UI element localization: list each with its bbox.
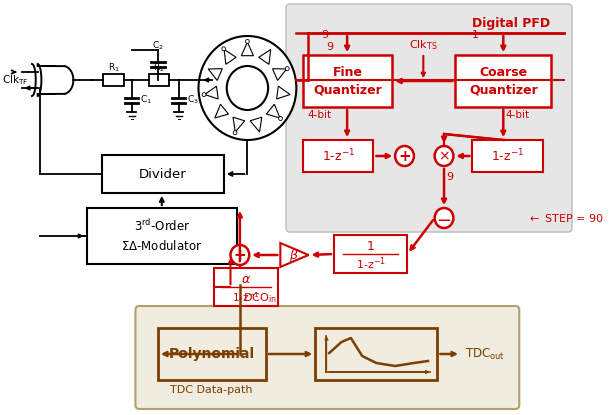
Circle shape (278, 117, 282, 120)
Text: 9: 9 (446, 172, 453, 182)
Circle shape (285, 67, 289, 71)
Polygon shape (266, 104, 280, 118)
FancyBboxPatch shape (286, 4, 572, 232)
Circle shape (222, 47, 226, 51)
Circle shape (202, 93, 206, 97)
Text: $-$: $-$ (436, 210, 452, 228)
Text: 1-z$^{-1}$: 1-z$^{-1}$ (321, 148, 355, 164)
Text: Fine: Fine (332, 66, 362, 80)
Polygon shape (250, 117, 262, 132)
Circle shape (198, 36, 296, 140)
Text: Quantizer: Quantizer (469, 83, 538, 97)
Text: 4-bit: 4-bit (505, 110, 529, 120)
FancyBboxPatch shape (135, 306, 520, 409)
Text: $\beta$: $\beta$ (289, 247, 298, 264)
Text: $\leftarrow$ STEP = 90: $\leftarrow$ STEP = 90 (527, 212, 603, 224)
Circle shape (435, 208, 453, 228)
Polygon shape (208, 69, 222, 81)
Circle shape (233, 131, 237, 135)
Circle shape (245, 39, 249, 44)
Text: DCO$_{\mathsf{in}}$: DCO$_{\mathsf{in}}$ (243, 291, 277, 305)
Text: 1: 1 (367, 239, 375, 252)
Polygon shape (241, 42, 253, 56)
Bar (455, 55, 551, 107)
Polygon shape (272, 69, 286, 81)
Polygon shape (277, 86, 290, 99)
Text: R$_1$: R$_1$ (108, 62, 120, 74)
Bar (102, 155, 224, 193)
Bar (315, 328, 438, 380)
Bar (86, 208, 237, 264)
Bar (149, 74, 170, 86)
Text: Quantizer: Quantizer (313, 83, 382, 97)
Polygon shape (233, 117, 245, 132)
Text: 9: 9 (326, 42, 333, 52)
Polygon shape (280, 243, 308, 267)
Text: C$_2$: C$_2$ (152, 40, 164, 52)
Circle shape (231, 245, 249, 265)
Bar (214, 268, 278, 306)
Text: 1-z$^{-1}$: 1-z$^{-1}$ (233, 290, 261, 304)
Text: Clk$_{\mathsf{TS}}$: Clk$_{\mathsf{TS}}$ (409, 38, 438, 52)
Bar (472, 140, 543, 172)
Text: C$_1$: C$_1$ (140, 94, 152, 106)
Text: $\times$: $\times$ (438, 149, 450, 163)
Bar (303, 140, 373, 172)
Text: TDC Data-path: TDC Data-path (170, 385, 253, 395)
Text: TDC$_{\mathsf{out}}$: TDC$_{\mathsf{out}}$ (465, 347, 504, 361)
Text: +: + (398, 149, 411, 164)
Text: R$_2$: R$_2$ (153, 62, 165, 74)
Polygon shape (215, 104, 228, 118)
Polygon shape (259, 49, 271, 64)
Text: Clk$_{\mathsf{TF}}$: Clk$_{\mathsf{TF}}$ (2, 73, 28, 87)
Text: +: + (234, 247, 246, 263)
Bar (103, 74, 124, 86)
Circle shape (395, 146, 414, 166)
Circle shape (226, 66, 268, 110)
Text: 9: 9 (321, 30, 328, 40)
Text: 3$^{\mathsf{rd}}$-Order: 3$^{\mathsf{rd}}$-Order (133, 218, 190, 234)
Text: 1-z$^{-1}$: 1-z$^{-1}$ (356, 256, 386, 272)
Polygon shape (205, 86, 218, 99)
Bar (303, 55, 392, 107)
Text: Digital PFD: Digital PFD (472, 17, 550, 30)
Bar (158, 328, 266, 380)
Polygon shape (224, 49, 236, 64)
Text: 1: 1 (472, 30, 479, 40)
Text: $\alpha$: $\alpha$ (242, 273, 252, 286)
Circle shape (435, 146, 453, 166)
Bar (334, 235, 408, 273)
Text: C$_3$: C$_3$ (187, 94, 199, 106)
Text: Divider: Divider (139, 168, 187, 181)
Text: $\Sigma\Delta$-Modulator: $\Sigma\Delta$-Modulator (121, 239, 203, 253)
Text: 4-bit: 4-bit (308, 110, 332, 120)
Text: Coarse: Coarse (479, 66, 528, 80)
Text: Polynomial: Polynomial (168, 347, 255, 361)
Text: 1-z$^{-1}$: 1-z$^{-1}$ (491, 148, 524, 164)
